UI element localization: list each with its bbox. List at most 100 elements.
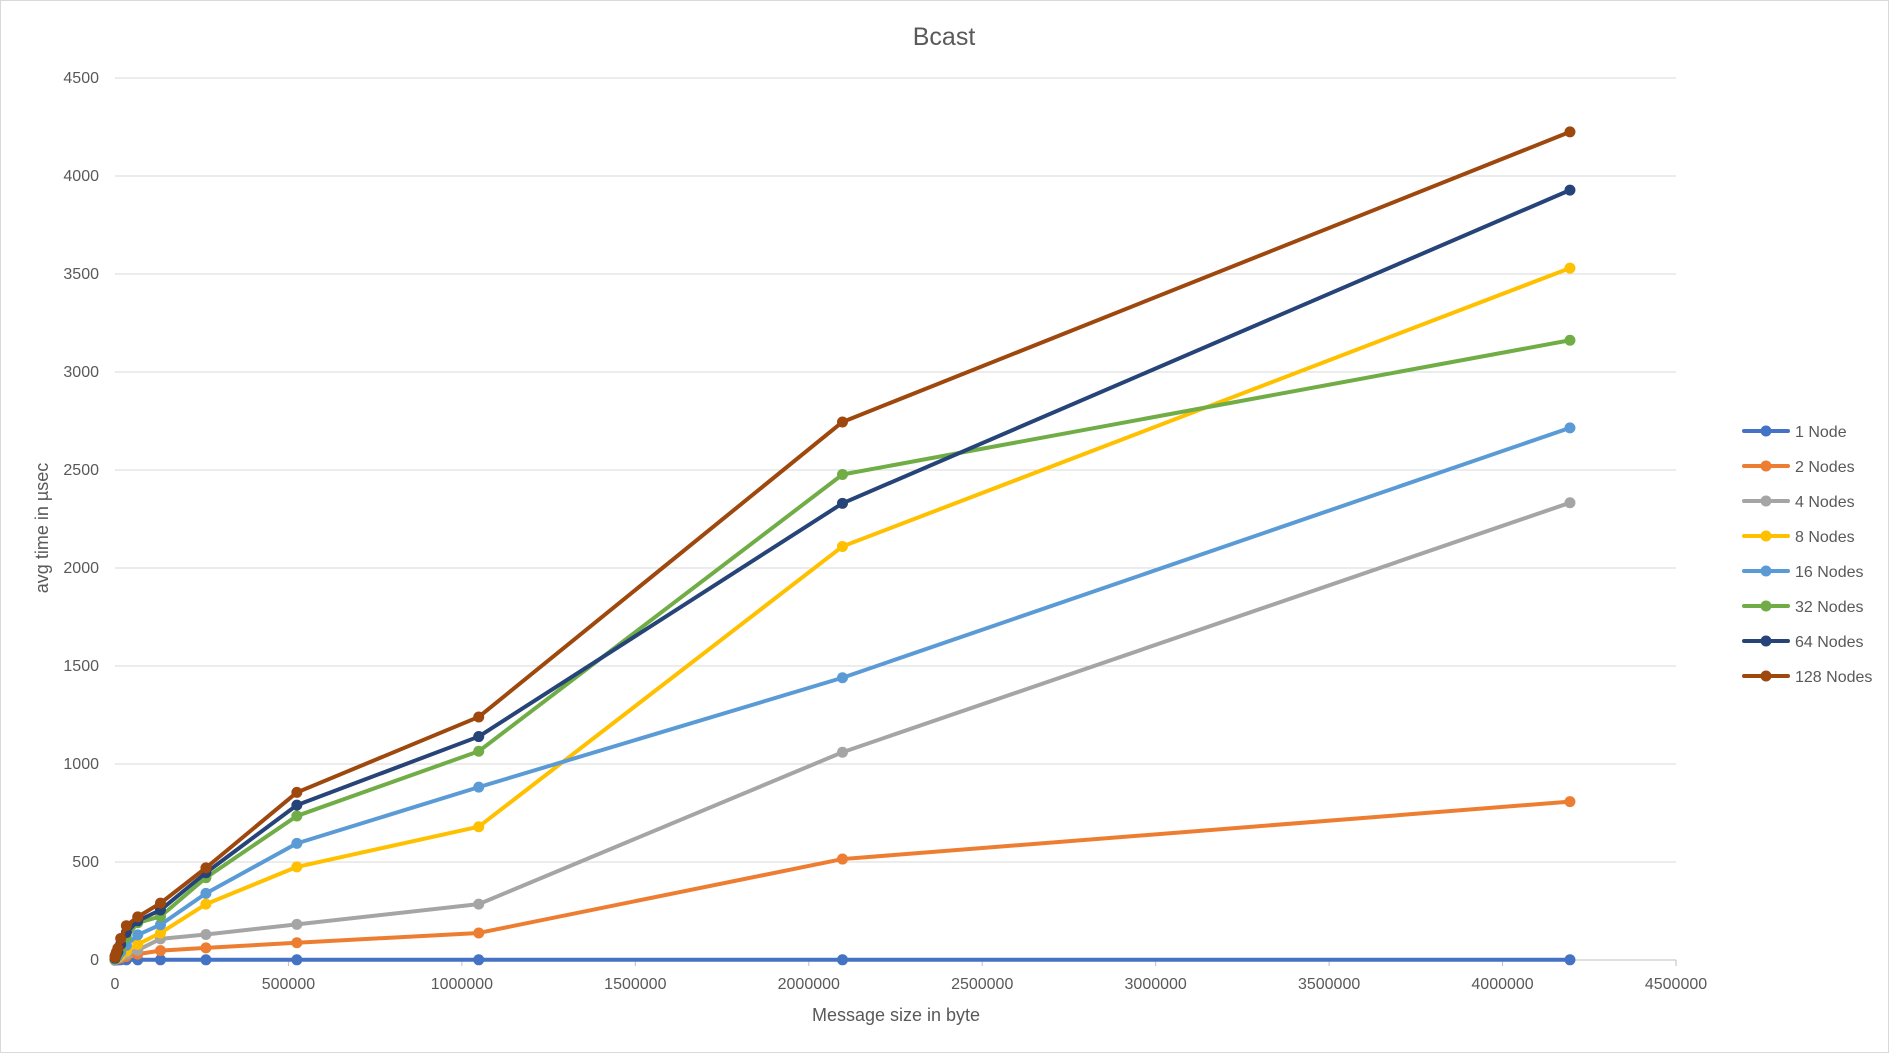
data-point — [1564, 334, 1576, 346]
series-2 — [109, 796, 1576, 966]
legend-swatch-marker — [1760, 635, 1772, 647]
data-point — [1564, 954, 1576, 966]
data-point — [473, 731, 485, 743]
legend-label: 8 Nodes — [1795, 529, 1855, 546]
data-point — [1564, 796, 1576, 808]
data-point — [836, 540, 848, 552]
legend-swatch-marker — [1760, 565, 1772, 577]
legend-label: 16 Nodes — [1795, 564, 1864, 581]
x-tick-label: 4000000 — [1471, 976, 1533, 993]
data-point — [291, 954, 303, 966]
x-tick-label: 4500000 — [1645, 976, 1707, 993]
y-tick-label: 4500 — [63, 70, 99, 87]
data-point — [473, 745, 485, 757]
data-point — [154, 897, 166, 909]
y-tick-label: 500 — [72, 854, 99, 871]
data-point — [836, 853, 848, 865]
legend-entry: 2 Nodes — [1742, 459, 1855, 476]
data-point — [836, 416, 848, 428]
data-point — [154, 919, 166, 931]
legend-swatch-marker — [1760, 460, 1772, 472]
legend-swatch-marker — [1760, 600, 1772, 612]
x-tick-label: 1500000 — [604, 976, 666, 993]
x-tick-label: 500000 — [262, 976, 315, 993]
legend-entry: 128 Nodes — [1742, 669, 1872, 686]
data-point — [291, 918, 303, 930]
data-point — [115, 932, 127, 944]
legend-swatch-marker — [1760, 425, 1772, 437]
series-8 — [109, 126, 1576, 963]
data-point — [154, 954, 166, 966]
data-point — [132, 929, 144, 941]
legend-label: 1 Node — [1795, 424, 1847, 441]
data-point — [1564, 497, 1576, 509]
chart-title: Bcast — [913, 23, 976, 51]
x-tick-label: 3000000 — [1125, 976, 1187, 993]
legend-swatch-marker — [1760, 495, 1772, 507]
y-tick-label: 3000 — [63, 364, 99, 381]
data-point — [154, 945, 166, 957]
y-tick-label: 2000 — [63, 560, 99, 577]
data-point — [473, 821, 485, 833]
series-lines — [109, 126, 1576, 966]
y-tick-label: 0 — [90, 952, 99, 969]
gridlines — [115, 77, 1676, 961]
series-line — [113, 500, 1572, 962]
x-tick-label: 1000000 — [431, 976, 493, 993]
data-point — [120, 920, 132, 932]
legend-entry: 64 Nodes — [1742, 634, 1864, 651]
legend: 1 Node 2 Nodes 4 Nodes 8 Nodes 16 Nodes 32 No… — [1742, 424, 1872, 686]
legend-label: 128 Nodes — [1795, 669, 1872, 686]
y-tick-label: 1500 — [63, 658, 99, 675]
legend-label: 64 Nodes — [1795, 634, 1864, 651]
data-point — [473, 927, 485, 939]
data-point — [200, 898, 212, 910]
data-point — [291, 837, 303, 849]
data-point — [200, 942, 212, 954]
data-point — [200, 954, 212, 966]
data-point — [836, 746, 848, 758]
data-point — [836, 469, 848, 481]
y-tick-label: 4000 — [63, 168, 99, 185]
data-point — [200, 862, 212, 874]
legend-label: 4 Nodes — [1795, 494, 1855, 511]
legend-swatch-marker — [1760, 530, 1772, 542]
y-tick-label: 1000 — [63, 756, 99, 773]
y-axis-title: avg time in µsec — [32, 463, 52, 593]
series-1 — [109, 954, 1576, 966]
data-point — [836, 672, 848, 684]
data-point — [291, 937, 303, 949]
y-tick-label: 3500 — [63, 266, 99, 283]
data-point — [473, 781, 485, 793]
legend-entry: 4 Nodes — [1742, 494, 1855, 511]
legend-label: 32 Nodes — [1795, 599, 1864, 616]
data-point — [1564, 422, 1576, 434]
legend-entry: 32 Nodes — [1742, 599, 1864, 616]
data-point — [473, 711, 485, 723]
data-point — [836, 497, 848, 509]
data-point — [132, 938, 144, 950]
data-point — [1564, 126, 1576, 138]
x-tick-label: 0 — [111, 976, 120, 993]
data-point — [1564, 262, 1576, 274]
series-line — [113, 188, 1572, 961]
x-axis-title: Message size in byte — [812, 1005, 980, 1025]
data-point — [112, 942, 124, 954]
data-point — [291, 861, 303, 873]
data-point — [1564, 184, 1576, 196]
x-tick-label: 3500000 — [1298, 976, 1360, 993]
series-line — [113, 799, 1572, 962]
legend-entry: 8 Nodes — [1742, 529, 1855, 546]
x-tick-label: 2000000 — [778, 976, 840, 993]
data-point — [291, 799, 303, 811]
legend-label: 2 Nodes — [1795, 459, 1855, 476]
data-point — [291, 786, 303, 798]
data-point — [154, 927, 166, 939]
data-point — [473, 954, 485, 966]
legend-swatch-marker — [1760, 670, 1772, 682]
data-point — [473, 898, 485, 910]
data-point — [132, 911, 144, 923]
y-tick-label: 2500 — [63, 462, 99, 479]
